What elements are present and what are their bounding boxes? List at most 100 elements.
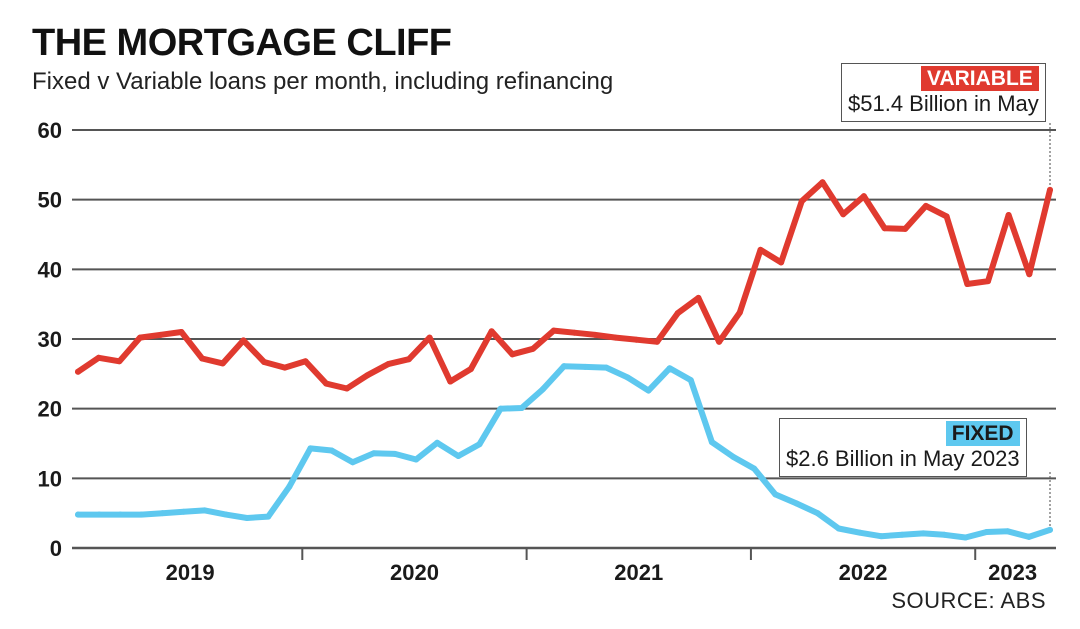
variable-data-point xyxy=(364,372,371,379)
chart-title: THE MORTGAGE CLIFF xyxy=(32,22,452,64)
variable-data-point xyxy=(343,385,350,392)
fixed-data-point xyxy=(391,450,398,457)
y-tick-label: 10 xyxy=(38,466,62,491)
x-tick-label: 2022 xyxy=(839,560,888,585)
fixed-data-point xyxy=(772,491,779,498)
y-tick-label: 0 xyxy=(50,536,62,561)
fixed-data-point xyxy=(962,534,969,541)
fixed-tag: FIXED xyxy=(945,421,1020,446)
variable-data-point xyxy=(654,338,661,345)
fixed-data-point xyxy=(370,450,377,457)
fixed-data-point xyxy=(222,511,229,518)
fixed-data-point xyxy=(793,500,800,507)
variable-data-point xyxy=(157,331,164,338)
fixed-data-point xyxy=(265,513,272,520)
variable-data-point xyxy=(860,193,867,200)
variable-data-point xyxy=(95,354,102,361)
variable-callout: VARIABLE $51.4 Billion in May xyxy=(841,63,1046,122)
variable-data-point xyxy=(984,278,991,285)
fixed-data-point xyxy=(877,533,884,540)
fixed-data-point xyxy=(138,511,145,518)
fixed-data-point xyxy=(75,511,81,518)
fixed-data-point xyxy=(1025,533,1032,540)
x-tick-label: 2023 xyxy=(988,560,1037,585)
variable-series-line xyxy=(75,179,1053,392)
variable-data-point xyxy=(467,365,474,372)
fixed-data-point xyxy=(307,445,314,452)
fixed-data-point xyxy=(561,363,567,370)
fixed-data-point xyxy=(624,374,631,381)
fixed-data-point xyxy=(1004,528,1011,535)
fixed-callout-text: $2.6 Billion in May 2023 xyxy=(786,446,1020,471)
variable-data-point xyxy=(199,355,206,362)
fixed-data-point xyxy=(708,439,715,446)
fixed-data-point xyxy=(751,465,758,472)
fixed-data-point xyxy=(434,439,441,446)
fixed-data-point xyxy=(413,456,420,463)
fixed-data-point xyxy=(814,510,821,517)
chart-subtitle: Fixed v Variable loans per month, includ… xyxy=(32,68,614,95)
source-note: SOURCE: ABS xyxy=(891,588,1046,613)
variable-data-point xyxy=(633,336,640,343)
variable-data-point xyxy=(1047,186,1053,193)
fixed-data-point xyxy=(941,531,948,538)
variable-callout-text: $51.4 Billion in May xyxy=(848,91,1039,116)
variable-data-point xyxy=(509,351,516,358)
fixed-data-point xyxy=(835,525,842,532)
y-tick-label: 60 xyxy=(38,118,62,143)
fixed-data-point xyxy=(180,508,187,515)
variable-data-point xyxy=(798,198,805,205)
fixed-data-point xyxy=(328,447,335,454)
fixed-data-point xyxy=(518,404,525,411)
variable-data-point xyxy=(323,380,330,387)
fixed-data-point xyxy=(856,529,863,536)
variable-data-point xyxy=(137,334,144,341)
fixed-data-point xyxy=(117,511,124,518)
variable-data-point xyxy=(922,202,929,209)
variable-data-point xyxy=(902,225,909,232)
variable-data-point xyxy=(881,225,888,232)
variable-data-point xyxy=(219,360,226,367)
variable-data-point xyxy=(75,368,81,375)
y-tick-label: 30 xyxy=(38,327,62,352)
variable-data-point xyxy=(571,329,578,336)
fixed-data-point xyxy=(159,510,166,517)
variable-data-point xyxy=(261,358,268,365)
fixed-data-point xyxy=(201,507,208,514)
variable-data-point xyxy=(1005,211,1012,218)
fixed-data-point xyxy=(983,528,990,535)
variable-data-point xyxy=(757,246,764,253)
y-tick-label: 20 xyxy=(38,397,62,422)
variable-data-point xyxy=(281,364,288,371)
variable-data-point xyxy=(240,337,247,344)
variable-data-point xyxy=(943,213,950,220)
fixed-callout: FIXED $2.6 Billion in May 2023 xyxy=(779,418,1027,477)
variable-data-point xyxy=(488,328,495,335)
fixed-data-point xyxy=(476,441,483,448)
fixed-data-point xyxy=(920,530,927,537)
variable-data-point xyxy=(964,280,971,287)
variable-data-point xyxy=(550,327,557,334)
variable-data-point xyxy=(736,309,743,316)
fixed-data-point xyxy=(497,405,504,412)
fixed-data-point xyxy=(730,453,737,460)
fixed-data-point xyxy=(1047,526,1053,533)
x-tick-label: 2020 xyxy=(390,560,439,585)
variable-data-point xyxy=(612,334,619,341)
variable-data-point xyxy=(447,378,454,385)
fixed-data-point xyxy=(96,511,103,518)
variable-data-point xyxy=(178,329,185,336)
x-tick-label: 2021 xyxy=(614,560,663,585)
fixed-data-point xyxy=(244,515,251,522)
fixed-data-point xyxy=(645,387,652,394)
variable-data-point xyxy=(778,259,785,266)
fixed-data-point xyxy=(349,459,356,466)
fixed-data-point xyxy=(687,377,694,384)
variable-tag: VARIABLE xyxy=(921,66,1039,91)
fixed-data-point xyxy=(286,483,293,490)
fixed-data-point xyxy=(582,363,589,370)
fixed-data-point xyxy=(539,386,546,393)
variable-data-point xyxy=(405,356,412,363)
variable-data-point xyxy=(695,294,702,301)
